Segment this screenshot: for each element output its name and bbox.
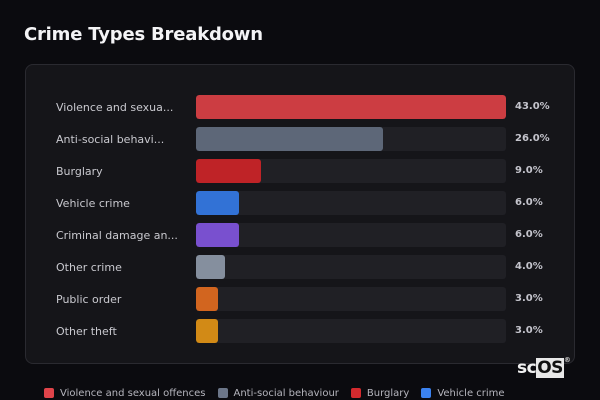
legend-swatch-icon: [421, 388, 432, 398]
bar-fill[interactable]: [196, 223, 240, 247]
bar-row: Burglary 9.0%: [26, 159, 574, 185]
bar-track: [196, 223, 506, 247]
legend-label: Vehicle crime: [437, 387, 505, 399]
logo-prefix: sc: [517, 358, 537, 378]
bar-fill[interactable]: [196, 255, 225, 279]
bar-row: Other crime 4.0%: [26, 255, 574, 281]
bar-label: Vehicle crime: [56, 197, 130, 210]
bar-fill[interactable]: [196, 159, 261, 183]
bar-value: 6.0%: [515, 197, 543, 208]
legend-item[interactable]: Vehicle crime: [421, 387, 505, 399]
logo-highlight: OS: [536, 358, 564, 378]
bar-track: [196, 159, 506, 183]
legend-swatch-icon: [217, 388, 228, 398]
bar-row: Public order 3.0%: [26, 287, 574, 313]
legend-swatch-icon: [350, 388, 361, 398]
legend-label: Anti-social behaviour: [233, 387, 339, 399]
bar-label: Other theft: [56, 325, 117, 338]
legend-label: Violence and sexual offences: [60, 387, 206, 399]
legend-item[interactable]: Violence and sexual offences: [44, 388, 206, 399]
bar-value: 26.0%: [515, 133, 550, 144]
bar-row: Other theft 3.0%: [26, 319, 574, 345]
bar-label: Criminal damage an...: [56, 229, 178, 242]
bar-track: [196, 191, 506, 215]
bar-track: [196, 255, 506, 279]
bar-fill[interactable]: [196, 319, 218, 343]
bar-value: 6.0%: [515, 229, 543, 240]
bar-label: Violence and sexua...: [56, 101, 174, 114]
bar-label: Burglary: [56, 165, 103, 178]
bar-fill[interactable]: [196, 191, 240, 215]
registered-mark: ®: [563, 356, 571, 364]
bar-track: [196, 95, 506, 119]
bar-value: 3.0%: [515, 325, 543, 336]
bar-track: [196, 127, 506, 151]
bar-fill[interactable]: [196, 127, 384, 151]
bar-track: [196, 287, 506, 311]
legend-item[interactable]: Burglary: [350, 387, 410, 399]
bar-value: 3.0%: [515, 293, 543, 304]
bar-row: Criminal damage an... 6.0%: [26, 223, 574, 249]
bar-fill[interactable]: [196, 95, 506, 119]
page-title: Crime Types Breakdown: [24, 24, 263, 45]
bar-value: 4.0%: [515, 261, 543, 272]
bar-value: 43.0%: [515, 101, 550, 112]
bar-label: Public order: [56, 293, 122, 306]
scos-logo: scOS®: [517, 356, 571, 378]
bar-label: Other crime: [56, 261, 122, 274]
bar-label: Anti-social behavi...: [56, 133, 165, 146]
chart-legend: Violence and sexual offences Anti-social …: [44, 386, 505, 400]
bar-row: Anti-social behavi... 26.0%: [26, 127, 574, 153]
bar-track: [196, 319, 506, 343]
chart-card: Violence and sexua... 43.0% Anti-social be…: [25, 64, 575, 364]
bar-fill[interactable]: [196, 287, 218, 311]
bar-row: Vehicle crime 6.0%: [26, 191, 574, 217]
legend-item[interactable]: Anti-social behaviour: [217, 387, 339, 399]
legend-label: Burglary: [366, 387, 410, 399]
legend-swatch-icon: [44, 388, 54, 398]
bar-row: Violence and sexua... 43.0%: [26, 95, 574, 121]
bar-value: 9.0%: [515, 165, 543, 176]
